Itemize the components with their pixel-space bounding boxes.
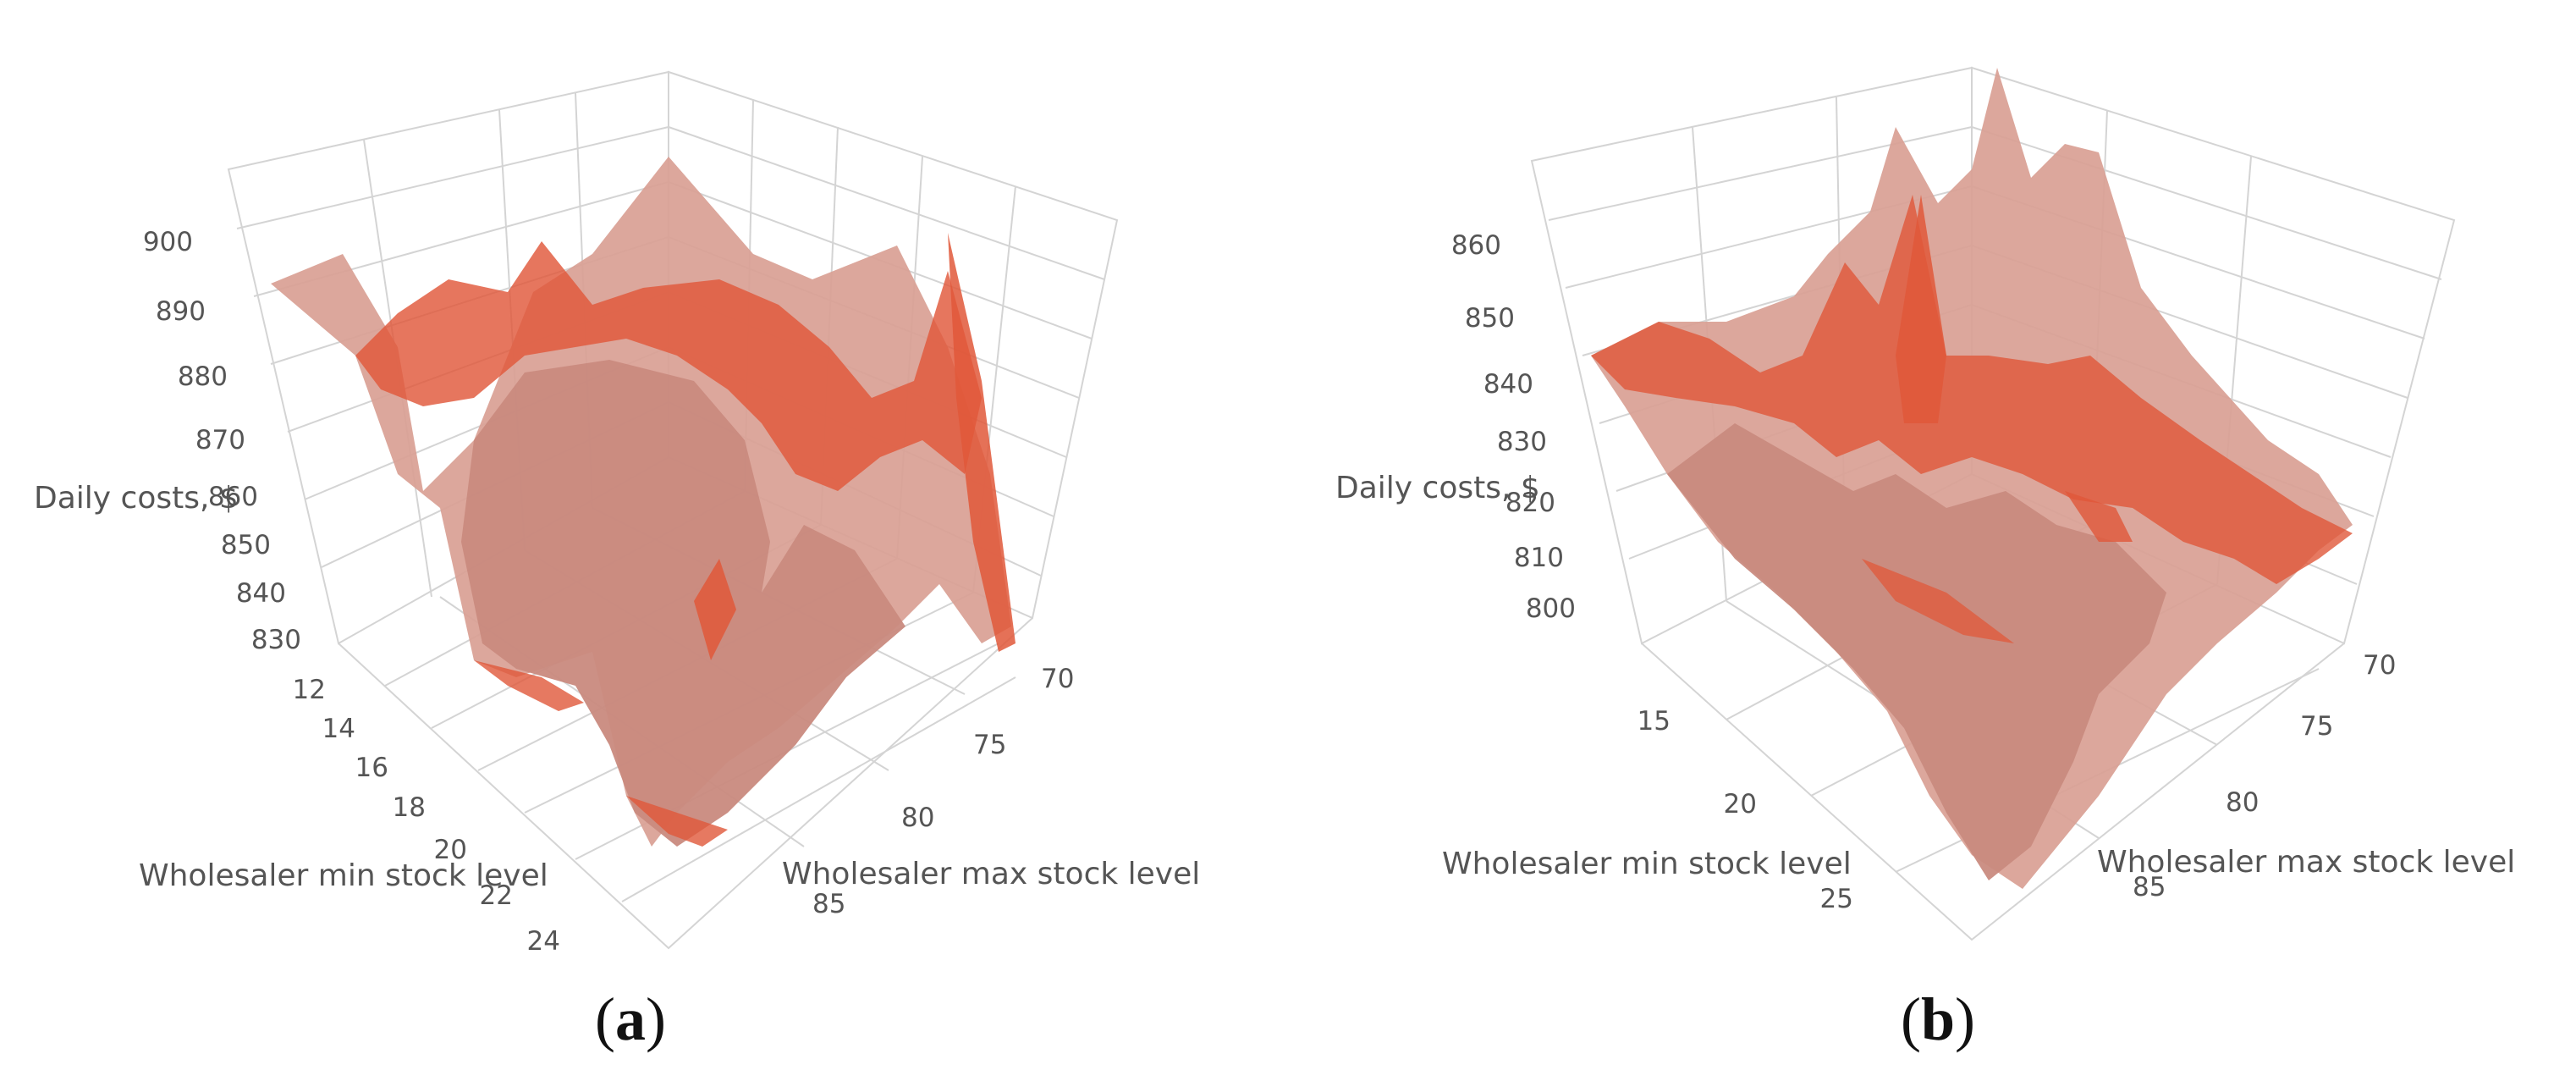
chart-b-y-tick: 85: [2133, 872, 2166, 902]
chart-b-z-tick: 810: [1514, 543, 1564, 573]
chart-a-y-tick: 85: [812, 889, 845, 919]
surface-a-bottom: [626, 796, 728, 847]
surface-b-right-flap: [2065, 491, 2133, 542]
chart-b-z-ticks: 860 850 840 830 820 810 800: [1451, 230, 1576, 624]
chart-a-x-tick: 24: [527, 926, 560, 957]
chart-a-y-axis-title: Wholesaler max stock level: [782, 857, 1200, 891]
chart-b-z-tick: 800: [1526, 593, 1576, 624]
chart-b-x-tick: 25: [1820, 884, 1853, 914]
chart-a-surface: [271, 157, 1016, 847]
chart-a-z-tick: 830: [251, 625, 301, 655]
chart-b-y-tick: 75: [2300, 711, 2333, 742]
chart-a: 900 890 880 870 860 850 840 830 Daily co…: [34, 70, 1200, 1053]
chart-b-x-axis-title: Wholesaler min stock level: [1442, 847, 1852, 881]
chart-b: 860 850 840 830 820 810 800 Daily costs,…: [1335, 66, 2515, 1053]
panel-label-a-letter: a: [615, 985, 646, 1053]
chart-a-x-axis-title: Wholesaler min stock level: [139, 858, 548, 893]
chart-a-z-tick: 870: [195, 425, 245, 455]
chart-b-y-axis-title: Wholesaler max stock level: [2097, 845, 2515, 880]
surface-b-mid-flap: [1862, 559, 2014, 643]
surface-b-ridge: [1591, 195, 2353, 584]
surface-a-notch: [694, 559, 736, 660]
chart-a-z-tick: 890: [156, 296, 206, 327]
panel-label-b-letter: b: [1921, 985, 1955, 1053]
chart-b-z-tick: 860: [1451, 230, 1501, 261]
chart-b-z-tick: 840: [1483, 369, 1533, 400]
chart-a-z-tick: 880: [178, 361, 228, 392]
chart-b-surface: [1591, 68, 2353, 889]
panel-label-a: (a): [595, 985, 666, 1053]
surface-a-spike: [948, 233, 1016, 652]
chart-a-y-ticks: 70 75 80 85: [812, 664, 1074, 919]
chart-a-x-tick: 16: [355, 753, 388, 783]
chart-a-x-tick: 14: [322, 714, 355, 744]
chart-a-y-tick: 80: [901, 803, 934, 833]
surface-b-center-spike: [1896, 195, 1946, 423]
chart-b-z-axis-title: Daily costs, $: [1335, 471, 1540, 505]
surface-a-ridge: [355, 241, 982, 491]
chart-b-y-ticks: 70 75 80 85: [2133, 650, 2396, 902]
surface-b-front: [1667, 423, 2166, 880]
chart-a-z-tick: 850: [221, 530, 271, 560]
surface-a-front: [461, 360, 905, 847]
chart-a-x-tick: 20: [434, 835, 467, 865]
chart-b-x-tick: 20: [1724, 789, 1757, 819]
panel-label-b: (b): [1901, 985, 1975, 1053]
chart-a-x-ticks: 12 14 16 18 20 22 24: [293, 675, 560, 957]
chart-b-x-ticks: 15 20 25: [1638, 706, 1853, 914]
chart-a-y-tick: 70: [1041, 664, 1074, 694]
chart-b-x-tick: 15: [1638, 706, 1671, 737]
chart-a-z-axis-title: Daily costs, $: [34, 481, 239, 516]
chart-a-z-tick: 900: [143, 227, 193, 257]
chart-a-x-tick: 22: [480, 880, 513, 911]
surface-b-back: [1591, 68, 2353, 889]
chart-b-z-tick: 820: [1505, 488, 1555, 518]
chart-a-y-tick: 75: [973, 730, 1006, 760]
chart-b-y-tick: 70: [2363, 650, 2396, 681]
chart-b-z-tick: 830: [1497, 427, 1547, 457]
chart-a-z-tick: 840: [236, 578, 286, 609]
surface-a-flap: [474, 660, 584, 711]
chart-b-y-tick: 80: [2226, 787, 2259, 818]
chart-a-z-tick: 860: [208, 482, 258, 512]
chart-b-z-tick: 850: [1465, 303, 1515, 334]
chart-a-x-tick: 12: [293, 675, 326, 705]
chart-a-z-ticks: 900 890 880 870 860 850 840 830: [143, 227, 301, 655]
chart-a-x-tick: 18: [393, 792, 426, 823]
